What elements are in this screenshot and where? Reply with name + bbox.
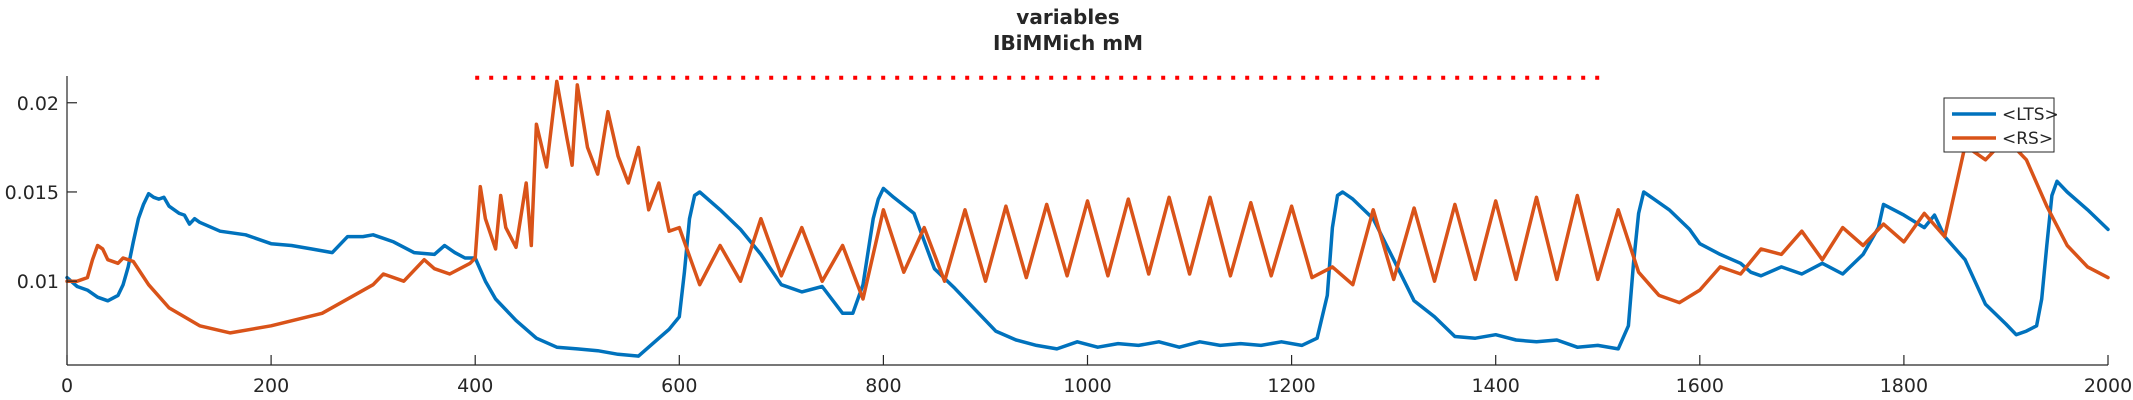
x-tick-label: 200 — [253, 375, 289, 397]
x-tick-label: 800 — [865, 375, 901, 397]
chart-subtitle: IBiMMich mM — [993, 31, 1143, 55]
y-tick-label: 0.01 — [17, 271, 59, 293]
legend-box — [1943, 97, 2055, 153]
series-layer — [65, 75, 2110, 358]
x-tick-label: 1000 — [1063, 375, 1111, 397]
legend: <LTS> <RS> — [1943, 97, 2059, 153]
x-tick-label: 1400 — [1472, 375, 1520, 397]
x-tick-label: 2000 — [2084, 375, 2132, 397]
x-tick-label: 1200 — [1267, 375, 1315, 397]
x-tick-label: 1600 — [1676, 375, 1724, 397]
x-tick-label: 1800 — [1880, 375, 1928, 397]
x-tick-label: 400 — [457, 375, 493, 397]
x-tick-label: 0 — [61, 375, 73, 397]
series-line-lts — [65, 179, 2110, 358]
legend-label: <RS> — [2002, 129, 2053, 149]
chart-title: variables — [1016, 5, 1119, 29]
y-tick-label: 0.015 — [5, 182, 59, 204]
y-tick-label: 0.02 — [17, 93, 59, 115]
axes-layer: 0 200 400 600 800 1000 1200 1400 1600 1800 2000 0.0… — [5, 76, 2132, 397]
x-tick-label: 600 — [661, 375, 697, 397]
series-line-rs — [65, 79, 2110, 335]
legend-label: <LTS> — [2002, 105, 2059, 125]
